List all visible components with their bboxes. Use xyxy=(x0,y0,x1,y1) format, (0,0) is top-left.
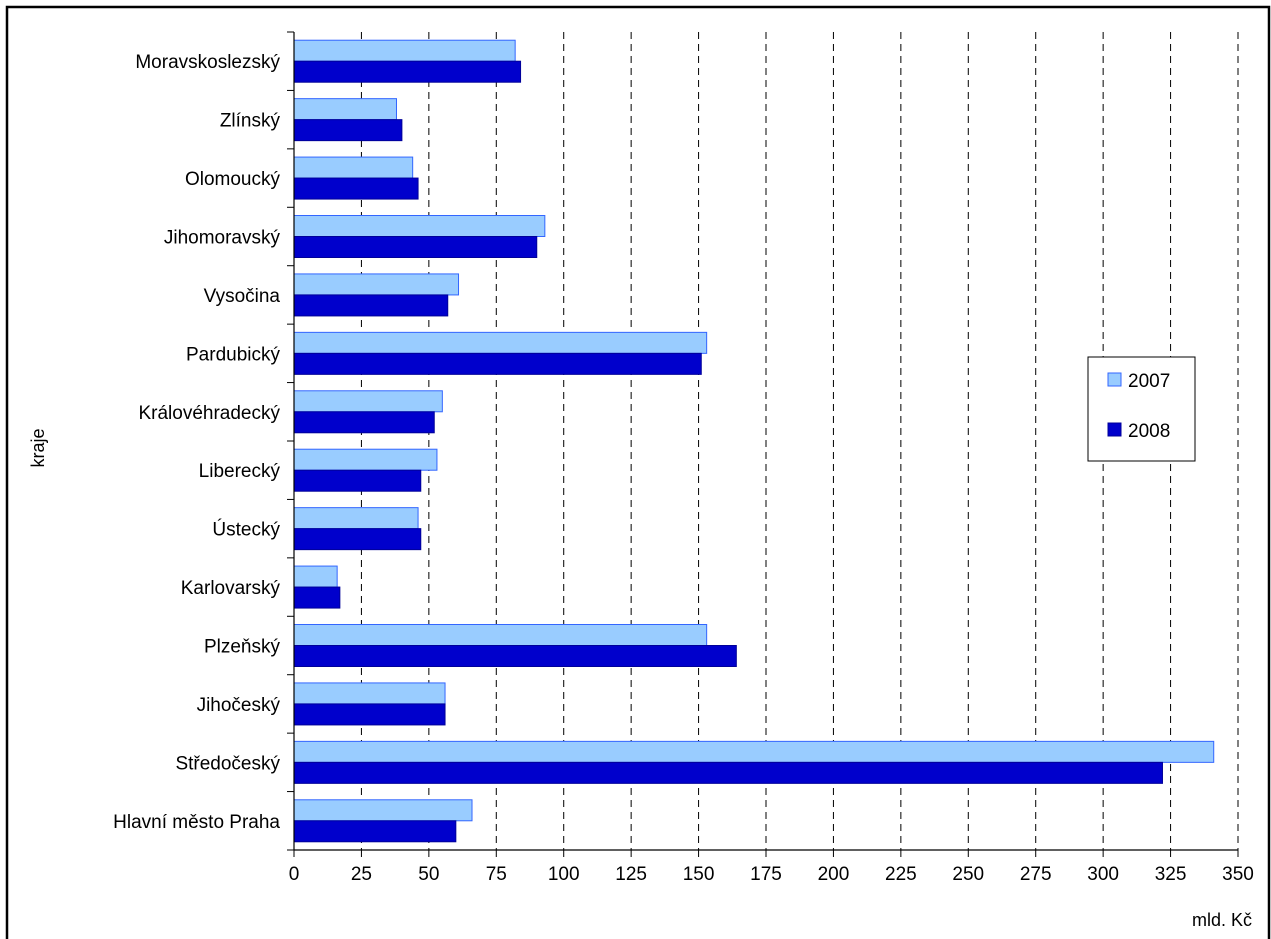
bar-2007 xyxy=(293,215,546,237)
bar-2008 xyxy=(293,820,457,843)
bar-2007 xyxy=(293,98,397,121)
category-label: Zlínský xyxy=(220,111,281,132)
bar-2007 xyxy=(293,448,438,471)
x-tick-label: 300 xyxy=(1087,864,1119,885)
bar-2007 xyxy=(293,273,460,296)
bar-2007 xyxy=(293,331,708,354)
category-label: Ústecký xyxy=(212,519,280,541)
legend-box xyxy=(1087,356,1196,462)
bar-2007 xyxy=(293,39,516,62)
x-tick-label: 0 xyxy=(289,864,300,885)
x-tick-label: 175 xyxy=(750,864,782,885)
bar-2007 xyxy=(293,624,708,646)
y-axis-title: kraje xyxy=(28,428,48,467)
category-label: Středočeský xyxy=(175,753,280,774)
x-axis-title: mld. Kč xyxy=(1192,910,1252,930)
x-tick-label: 250 xyxy=(952,864,984,885)
bar-group xyxy=(293,39,1215,843)
bar-2007 xyxy=(293,682,446,705)
legend: 2007 2008 xyxy=(1087,356,1196,462)
bar-2007 xyxy=(293,390,443,413)
category-label: Jihočeský xyxy=(197,695,281,716)
legend-label-2007: 2007 xyxy=(1128,371,1170,392)
x-tick-label: 100 xyxy=(548,864,580,885)
category-label: Hlavní město Praha xyxy=(113,812,280,833)
category-label: Královéhradecký xyxy=(138,403,280,424)
x-tick-label: 50 xyxy=(418,864,439,885)
bar-2008 xyxy=(293,469,422,492)
category-label: Plzeňský xyxy=(204,637,281,658)
bar-2008 xyxy=(293,645,737,667)
legend-swatch-2008 xyxy=(1107,422,1122,437)
bar-2008 xyxy=(293,294,449,317)
legend-swatch-2007 xyxy=(1107,372,1122,387)
bar-2008 xyxy=(293,586,341,609)
bar-2008 xyxy=(293,236,538,258)
category-label: Vysočina xyxy=(204,286,281,307)
axes: 0 25 50 75 100 125 150 175 200 225 250 275 300 325 350… xyxy=(113,31,1254,885)
bar-2008 xyxy=(293,761,1163,784)
bar-2008 xyxy=(293,119,403,142)
category-label: Liberecký xyxy=(199,461,281,482)
bar-2008 xyxy=(293,528,422,551)
category-label: Pardubický xyxy=(186,344,280,365)
chart-border xyxy=(5,5,1271,939)
x-tick-label: 325 xyxy=(1155,864,1187,885)
bar-2007 xyxy=(293,565,338,588)
bar-2007 xyxy=(293,799,473,822)
bar-2007 xyxy=(293,507,419,530)
bar-2007 xyxy=(293,740,1215,763)
x-tick-label: 200 xyxy=(818,864,850,885)
legend-label-2008: 2008 xyxy=(1128,421,1170,442)
category-label: Karlovarský xyxy=(181,578,281,599)
bar-2008 xyxy=(293,177,419,200)
bar-2007 xyxy=(293,156,414,179)
x-tick-label: 150 xyxy=(683,864,715,885)
bar-2008 xyxy=(293,60,522,83)
x-tick-label: 25 xyxy=(351,864,372,885)
x-tick-label: 350 xyxy=(1222,864,1254,885)
category-label: Moravskoslezský xyxy=(135,52,280,73)
category-label: Olomoucký xyxy=(185,169,281,190)
x-tick-label: 275 xyxy=(1020,864,1052,885)
bar-2008 xyxy=(293,703,446,726)
bar-2008 xyxy=(293,352,702,375)
x-tick-label: 125 xyxy=(615,864,647,885)
x-tick-label: 75 xyxy=(486,864,507,885)
bar-2008 xyxy=(293,411,435,434)
category-label: Jihomoravský xyxy=(164,228,281,249)
x-tick-label: 225 xyxy=(885,864,917,885)
